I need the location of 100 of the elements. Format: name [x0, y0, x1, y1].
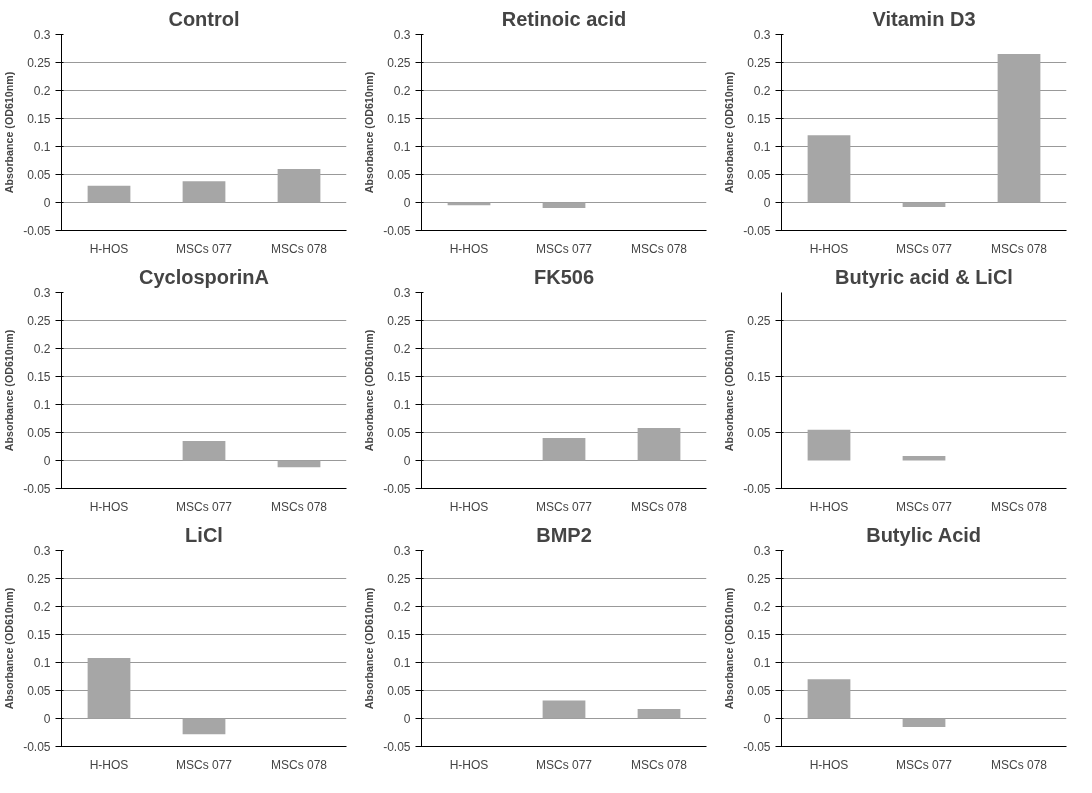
y-tick-label: 0.1 [33, 140, 51, 154]
x-tick-label: MSCs 078 [990, 499, 1048, 514]
y-tick-label: 0.05 [387, 684, 411, 698]
y-tick-label: 0.1 [753, 140, 771, 154]
y-tick-label: 0.3 [753, 544, 771, 558]
chart-title: CyclosporinA [138, 265, 270, 288]
x-tick-label: H-HOS [449, 241, 489, 256]
y-tick-label: -0.05 [383, 224, 411, 238]
y-tick-label: 0.25 [27, 572, 51, 586]
y-axis-title: Absorbance (OD610nm) [3, 71, 16, 194]
y-tick-label: 0.25 [387, 56, 411, 70]
y-tick-label: 0.15 [387, 370, 411, 384]
x-tick-label: MSCs 078 [990, 757, 1048, 772]
x-tick-label: H-HOS [449, 757, 489, 772]
y-tick-label: 0.05 [27, 684, 51, 698]
y-tick-label: 0 [403, 196, 411, 210]
chart-title: Retinoic acid [501, 7, 627, 30]
y-tick-label: -0.05 [743, 482, 771, 496]
x-tick-label: H-HOS [89, 499, 129, 514]
y-axis-title: Absorbance (OD610nm) [723, 71, 736, 194]
x-tick-label: H-HOS [89, 757, 129, 772]
x-tick-label: MSCs 078 [270, 241, 328, 256]
x-tick-label: MSCs 077 [535, 241, 593, 256]
y-tick-label: -0.05 [23, 740, 51, 754]
y-tick-label: -0.05 [743, 740, 771, 754]
x-tick-label: MSCs 077 [535, 499, 593, 514]
y-tick-label: 0.3 [33, 544, 51, 558]
y-tick-label: 0.3 [753, 28, 771, 42]
x-tick-label: H-HOS [89, 241, 129, 256]
y-tick-label: 0.2 [393, 600, 411, 614]
y-tick-label: 0.1 [33, 398, 51, 412]
y-tick-label: 0.15 [387, 628, 411, 642]
y-axis-title: Absorbance (OD610nm) [363, 71, 376, 194]
y-axis-title: Absorbance (OD610nm) [363, 329, 376, 452]
y-tick-label: 0.2 [753, 600, 771, 614]
x-tick-label: MSCs 078 [270, 757, 328, 772]
y-tick-label: 0.25 [747, 56, 771, 70]
x-tick-label: H-HOS [809, 499, 849, 514]
y-tick-label: 0.1 [393, 656, 411, 670]
y-tick-label: 0.05 [747, 168, 771, 182]
x-tick-label: MSCs 077 [535, 757, 593, 772]
y-tick-label: 0.3 [393, 544, 411, 558]
y-tick-label: 0.25 [387, 572, 411, 586]
x-tick-label: MSCs 077 [895, 499, 953, 514]
x-tick-label: MSCs 078 [630, 241, 688, 256]
x-tick-label: MSCs 078 [270, 499, 328, 514]
chart-title: LiCl [185, 523, 223, 546]
y-tick-label: 0.3 [33, 286, 51, 300]
y-axis-title: Absorbance (OD610nm) [3, 587, 16, 710]
y-tick-label: 0.2 [33, 84, 51, 98]
y-tick-label: -0.05 [743, 224, 771, 238]
y-tick-label: 0.25 [27, 56, 51, 70]
x-tick-label: MSCs 078 [990, 241, 1048, 256]
y-tick-label: -0.05 [23, 482, 51, 496]
y-tick-label: 0.05 [747, 426, 771, 440]
y-tick-label: 0.1 [753, 656, 771, 670]
y-tick-label: 0.15 [27, 370, 51, 384]
y-tick-label: 0.1 [393, 140, 411, 154]
y-tick-label: 0 [43, 454, 51, 468]
x-tick-label: MSCs 077 [175, 757, 233, 772]
y-tick-label: 0 [403, 712, 411, 726]
chart-title: Vitamin D3 [872, 7, 976, 30]
y-tick-label: 0.2 [33, 342, 51, 356]
x-tick-label: MSCs 077 [175, 499, 233, 514]
y-tick-label: 0.05 [747, 684, 771, 698]
y-tick-label: 0.2 [393, 342, 411, 356]
y-tick-label: 0.15 [27, 628, 51, 642]
y-tick-label: 0.25 [387, 314, 411, 328]
x-tick-label: MSCs 078 [630, 499, 688, 514]
y-tick-label: 0 [763, 712, 771, 726]
y-tick-label: 0 [403, 454, 411, 468]
y-tick-label: 0.3 [393, 28, 411, 42]
y-tick-label: 0.2 [393, 84, 411, 98]
y-tick-label: 0.05 [27, 426, 51, 440]
y-tick-label: 0.2 [753, 84, 771, 98]
y-axis-title: Absorbance (OD610nm) [723, 329, 736, 452]
y-tick-label: 0.05 [387, 426, 411, 440]
y-axis-title: Absorbance (OD610nm) [363, 587, 376, 710]
y-tick-label: 0.15 [747, 112, 771, 126]
x-tick-label: MSCs 077 [895, 241, 953, 256]
x-tick-label: H-HOS [449, 499, 489, 514]
y-tick-label: 0.25 [27, 314, 51, 328]
y-tick-label: 0.15 [747, 370, 771, 384]
y-tick-label: 0.15 [27, 112, 51, 126]
chart-title: Butylic Acid [866, 523, 982, 546]
y-tick-label: 0.1 [33, 656, 51, 670]
y-tick-label: 0.3 [33, 28, 51, 42]
y-tick-label: 0 [43, 712, 51, 726]
y-tick-label: 0.25 [747, 314, 771, 328]
x-tick-label: MSCs 077 [175, 241, 233, 256]
y-tick-label: 0.15 [387, 112, 411, 126]
y-tick-label: -0.05 [383, 740, 411, 754]
y-tick-label: 0 [763, 196, 771, 210]
y-tick-label: 0.3 [393, 286, 411, 300]
chart-title: FK506 [533, 265, 595, 288]
chart-title: Control [168, 7, 240, 30]
x-tick-label: H-HOS [809, 241, 849, 256]
y-tick-label: 0.25 [747, 572, 771, 586]
y-tick-label: 0.05 [387, 168, 411, 182]
y-axis-title: Absorbance (OD610nm) [3, 329, 16, 452]
